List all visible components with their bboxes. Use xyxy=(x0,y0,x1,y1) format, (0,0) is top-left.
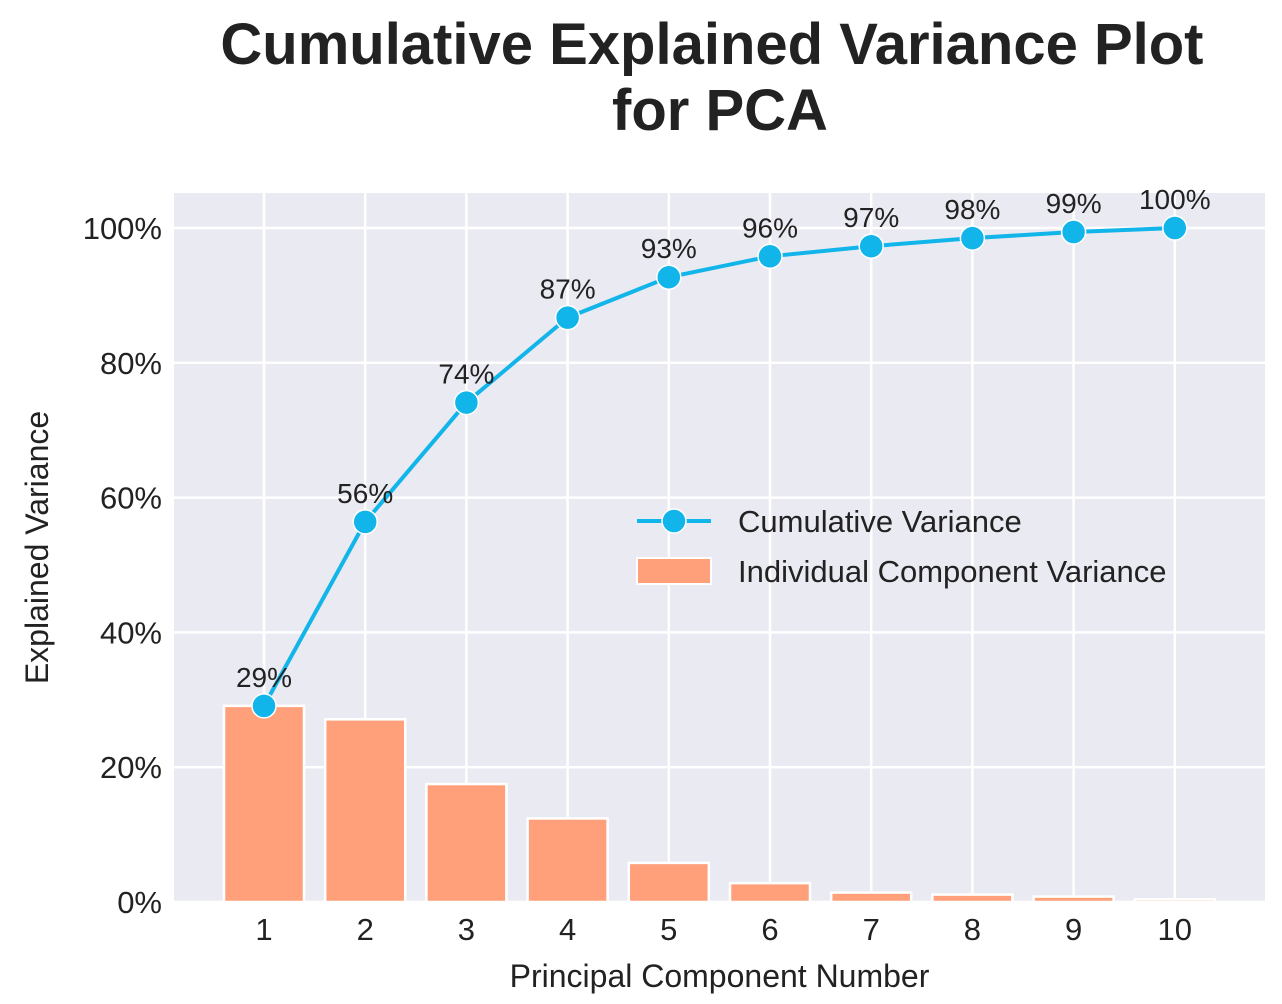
data-labels: 29% 56% 74% 87% 93% 96% 97% 98% 99% 100% xyxy=(236,184,1211,693)
bar-2 xyxy=(323,718,407,904)
bar-1 xyxy=(222,704,306,904)
bar-4 xyxy=(526,817,609,904)
cumulative-point-5 xyxy=(656,264,682,290)
y-tick-4: 80% xyxy=(100,346,162,381)
y-axis-label: Explained Variance xyxy=(19,411,55,684)
data-label-1: 29% xyxy=(236,662,292,693)
cumulative-line-path xyxy=(262,226,1175,707)
cumulative-point-7 xyxy=(858,233,884,259)
x-tick-3: 3 xyxy=(458,912,475,947)
cumulative-point-8 xyxy=(959,225,986,251)
cumulative-point-10 xyxy=(1162,215,1188,241)
x-tick-9: 9 xyxy=(1065,912,1082,947)
chart-title-line-2: for PCA xyxy=(612,78,828,143)
data-label-10: 100% xyxy=(1139,184,1211,215)
bar-7 xyxy=(829,891,913,904)
chart-title-line-1: Cumulative Explained Variance Plot xyxy=(220,12,1203,77)
data-label-4: 87% xyxy=(540,274,596,305)
bar-6 xyxy=(728,881,812,904)
x-tick-4: 4 xyxy=(559,912,576,947)
x-tick-2: 2 xyxy=(357,912,374,947)
y-axis-ticks: 0% 20% 40% 60% 80% 100% xyxy=(83,211,162,920)
bar-9 xyxy=(1032,895,1115,904)
bar-5 xyxy=(627,861,711,904)
data-label-2: 56% xyxy=(337,478,393,509)
y-tick-5: 100% xyxy=(83,211,162,246)
y-tick-3: 60% xyxy=(100,481,162,516)
x-tick-5: 5 xyxy=(660,912,677,947)
cumulative-point-9 xyxy=(1060,219,1087,245)
x-axis-ticks: 1 2 3 4 5 6 7 8 9 10 xyxy=(255,912,1192,947)
cumulative-point-6 xyxy=(757,243,783,270)
x-axis-label: Principal Component Number xyxy=(510,958,930,994)
bar-3 xyxy=(425,782,508,904)
data-label-6: 96% xyxy=(742,212,798,243)
legend-marker-swatch xyxy=(661,508,687,534)
data-label-5: 93% xyxy=(641,233,697,264)
x-tick-6: 6 xyxy=(761,912,778,947)
bar-10 xyxy=(1133,898,1217,904)
data-label-9: 99% xyxy=(1046,188,1102,219)
bar-8 xyxy=(931,893,1014,904)
y-tick-2: 40% xyxy=(100,615,162,650)
cumulative-point-3 xyxy=(453,389,480,416)
data-label-3: 74% xyxy=(438,359,494,390)
cumulative-point-4 xyxy=(554,304,581,331)
x-tick-10: 10 xyxy=(1158,912,1192,947)
cumulative-point-1 xyxy=(251,693,277,719)
data-label-8: 98% xyxy=(944,194,1000,225)
x-tick-1: 1 xyxy=(255,912,272,947)
x-tick-7: 7 xyxy=(863,912,880,947)
legend: Cumulative Variance Individual Component… xyxy=(636,504,1167,589)
grid-lines xyxy=(174,193,1265,904)
y-tick-0: 0% xyxy=(117,885,162,920)
data-label-7: 97% xyxy=(843,202,899,233)
legend-bar-swatch xyxy=(636,557,712,585)
y-tick-1: 20% xyxy=(100,750,162,785)
legend-label-cumulative: Cumulative Variance xyxy=(738,504,1022,539)
chart-title: Cumulative Explained Variance Plot for P… xyxy=(220,12,1219,143)
x-tick-8: 8 xyxy=(964,912,981,947)
legend-label-individual: Individual Component Variance xyxy=(738,554,1167,589)
cumulative-line xyxy=(251,215,1188,719)
cumulative-point-2 xyxy=(352,509,378,535)
